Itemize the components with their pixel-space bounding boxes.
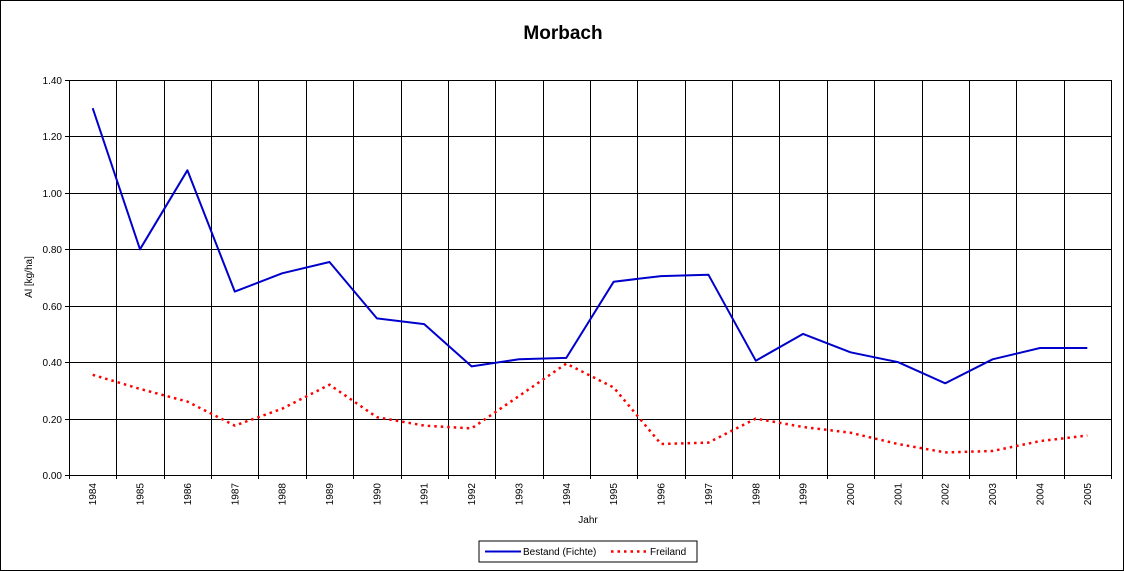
data-point — [897, 361, 899, 363]
data-point — [1039, 347, 1041, 349]
y-tick-label: 1.00 — [43, 189, 63, 200]
data-point — [518, 395, 520, 397]
data-point — [281, 408, 283, 410]
x-tick-label: 2003 — [988, 483, 999, 506]
x-tick-label: 1987 — [230, 483, 241, 506]
data-point — [281, 272, 283, 274]
legend: Bestand (Fichte) Freiland — [478, 540, 698, 563]
data-point — [1086, 435, 1088, 437]
data-point — [471, 365, 473, 367]
data-point — [944, 382, 946, 384]
x-axis-title: Jahr — [578, 515, 598, 526]
x-tick-label: 1995 — [609, 483, 620, 506]
data-point — [850, 432, 852, 434]
data-point — [613, 387, 615, 389]
y-axis-title: Al [kg/ha] — [24, 256, 35, 298]
data-point — [992, 358, 994, 360]
data-point — [186, 169, 188, 171]
data-point — [186, 401, 188, 403]
x-tick-label: 1993 — [514, 483, 525, 506]
legend-box — [478, 540, 698, 563]
data-point — [376, 416, 378, 418]
data-point — [234, 291, 236, 293]
data-point — [992, 450, 994, 452]
x-tick-label: 2001 — [893, 483, 904, 506]
data-point — [707, 442, 709, 444]
data-point — [802, 333, 804, 335]
legend-label-freiland: Freiland — [650, 547, 686, 558]
data-point — [139, 388, 141, 390]
x-tick-label: 2005 — [1083, 483, 1094, 506]
data-point — [376, 317, 378, 319]
x-tick-label: 1996 — [657, 483, 668, 506]
data-point — [518, 358, 520, 360]
x-tick-label: 1994 — [562, 483, 573, 506]
x-tick-label: 2002 — [941, 483, 952, 506]
data-point — [92, 374, 94, 376]
data-point — [329, 261, 331, 263]
y-tick-label: 0.00 — [43, 471, 63, 482]
data-point — [850, 351, 852, 353]
data-point — [139, 248, 141, 250]
data-point — [565, 357, 567, 359]
data-point — [1086, 347, 1088, 349]
x-tick-label: 1988 — [278, 483, 289, 506]
x-tick-label: 1984 — [88, 483, 99, 506]
data-point — [944, 451, 946, 453]
data-point — [329, 384, 331, 386]
data-point — [1039, 440, 1041, 442]
x-tick-label: 2004 — [1035, 483, 1046, 506]
x-tick-label: 1992 — [467, 483, 478, 506]
data-point — [755, 360, 757, 362]
data-point — [660, 275, 662, 277]
y-tick-label: 0.80 — [43, 245, 63, 256]
y-tick-label: 0.60 — [43, 302, 63, 313]
x-tick-label: 1991 — [420, 483, 431, 506]
data-point — [423, 425, 425, 427]
data-point — [234, 425, 236, 427]
data-point — [92, 107, 94, 109]
y-tick-label: 0.40 — [43, 358, 63, 369]
data-point — [707, 274, 709, 276]
x-tick-label: 1999 — [799, 483, 810, 506]
x-tick-label: 2000 — [846, 483, 857, 506]
data-point — [897, 443, 899, 445]
chart-title: Morbach — [523, 23, 602, 44]
legend-label-bestand: Bestand (Fichte) — [523, 547, 596, 558]
data-point — [613, 281, 615, 283]
data-point — [423, 323, 425, 325]
plot-border — [69, 80, 1112, 476]
y-tick-label: 1.40 — [43, 76, 63, 87]
series-line-bestand — [91, 107, 1088, 385]
plot-area: 0.00 0.20 0.40 0.60 0.80 1.00 1.20 1.40 1984 1985… — [43, 76, 1112, 505]
data-point — [660, 443, 662, 445]
x-tick-label: 1986 — [183, 483, 194, 506]
data-point — [802, 426, 804, 428]
x-tick-label: 1998 — [751, 483, 762, 506]
series-line-freiland — [92, 362, 1088, 454]
y-tick-label: 1.20 — [43, 132, 63, 143]
y-tick-label: 0.20 — [43, 415, 63, 426]
x-tick-label: 1989 — [325, 483, 336, 506]
data-point — [755, 418, 757, 420]
data-point — [565, 363, 567, 365]
x-tick-label: 1985 — [136, 483, 147, 506]
x-tick-label: 1997 — [704, 483, 715, 506]
x-tick-label: 1990 — [372, 483, 383, 506]
data-point — [471, 427, 473, 429]
